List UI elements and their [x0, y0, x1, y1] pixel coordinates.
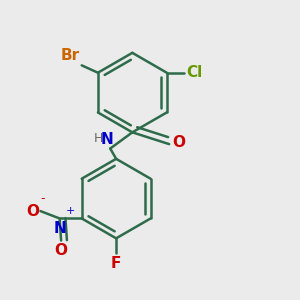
Text: O: O [172, 135, 185, 150]
Text: H: H [94, 132, 103, 145]
Text: Br: Br [61, 48, 80, 63]
Text: F: F [111, 256, 121, 271]
Text: Cl: Cl [186, 65, 202, 80]
Text: N: N [101, 132, 114, 147]
Text: -: - [40, 192, 45, 205]
Text: O: O [26, 204, 39, 219]
Text: N: N [53, 221, 66, 236]
Text: O: O [55, 243, 68, 258]
Text: +: + [65, 206, 75, 215]
